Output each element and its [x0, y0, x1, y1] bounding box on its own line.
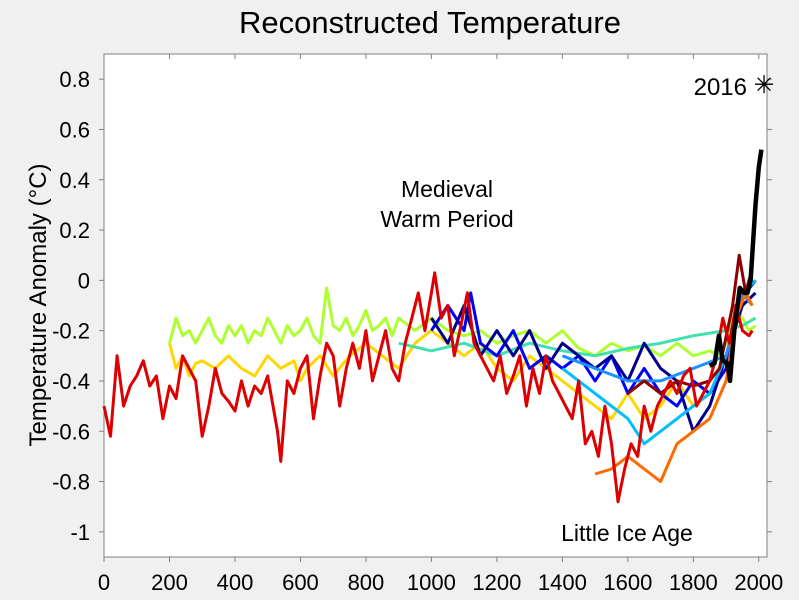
y-tick-label: -1	[70, 520, 90, 545]
y-tick-label: 0.2	[59, 218, 90, 243]
x-axis: 0 200 400 600 800 1000 1200 1400 1600 1800 2000	[98, 54, 783, 595]
series-line-10	[102, 271, 754, 504]
x-tick-label: 2000	[734, 570, 783, 595]
y-tick-label: 0.4	[59, 168, 90, 193]
annotation-medieval-line1: Medieval	[401, 176, 493, 202]
y-tick-label: -0.8	[52, 470, 90, 495]
x-tick-label: 800	[348, 570, 385, 595]
annotation-medieval-line2: Warm Period	[380, 206, 513, 232]
x-tick-label: 1200	[472, 570, 521, 595]
plot-area	[103, 53, 768, 558]
x-tick-label: 1400	[538, 570, 587, 595]
asterisk-stroke	[757, 77, 771, 92]
y-axis-label: Temperature Anomaly (°C)	[25, 163, 52, 446]
x-tick-label: 0	[98, 570, 110, 595]
asterisk-marker-2016	[755, 75, 774, 94]
chart-title: Reconstructed Temperature	[239, 5, 621, 40]
y-tick-label: -0.6	[52, 419, 90, 444]
y-axis: -1 -0.8 -0.6 -0.4 -0.2 0 0.2 0.4 0.6 0.8	[52, 67, 772, 545]
y-tick-label: -0.4	[52, 369, 90, 394]
x-tick-label: 400	[217, 570, 254, 595]
annotation-little-ice-age: Little Ice Age	[561, 520, 693, 546]
annotation-2016: 2016	[694, 74, 747, 101]
x-tick-label: 1000	[407, 570, 456, 595]
series-layer	[102, 149, 764, 504]
y-tick-label: 0.8	[59, 67, 90, 92]
x-tick-label: 600	[282, 570, 319, 595]
x-tick-label: 200	[151, 570, 188, 595]
y-tick-label: -0.2	[52, 319, 90, 344]
y-tick-label: 0	[78, 268, 90, 293]
x-tick-label: 1800	[669, 570, 718, 595]
y-tick-label: 0.6	[59, 117, 90, 142]
series-line-11	[708, 149, 764, 384]
x-tick-label: 1600	[603, 570, 652, 595]
